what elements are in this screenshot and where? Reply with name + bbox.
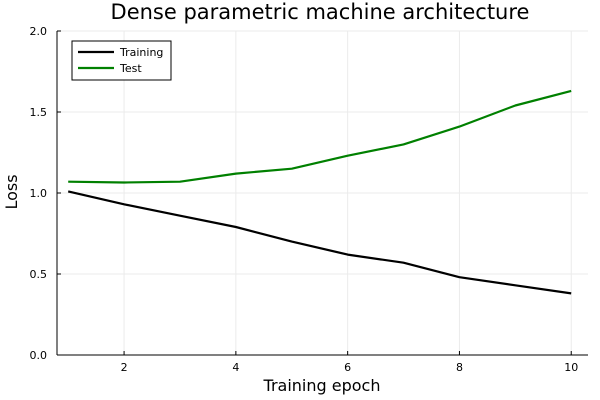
- x-tick-label: 8: [456, 361, 463, 374]
- y-tick-label: 1.0: [30, 187, 48, 200]
- y-tick-label: 1.5: [30, 106, 48, 119]
- y-tick-label: 0.5: [30, 268, 48, 281]
- y-axis-label: Loss: [2, 174, 21, 209]
- legend-label-training: Training: [119, 46, 163, 59]
- x-tick-label: 2: [121, 361, 128, 374]
- series-line-training: [67, 190, 572, 295]
- x-tick-label: 6: [344, 361, 351, 374]
- chart-title: Dense parametric machine architecture: [111, 0, 530, 24]
- y-ticks: 0.0 0.5 1.0 1.5 2.0: [30, 25, 61, 362]
- x-axis-label: Training epoch: [263, 376, 381, 395]
- x-tick-label: 4: [232, 361, 239, 374]
- series-line-test: [68, 89, 572, 184]
- legend-box: [71, 40, 172, 81]
- series-lines: [67, 89, 572, 295]
- legend: Training Test: [71, 40, 172, 81]
- y-tick-label: 0.0: [30, 349, 48, 362]
- x-tick-label: 10: [564, 361, 578, 374]
- legend-label-test: Test: [119, 62, 142, 75]
- x-ticks: 2 4 6 8 10: [121, 351, 578, 374]
- y-tick-label: 2.0: [30, 25, 48, 38]
